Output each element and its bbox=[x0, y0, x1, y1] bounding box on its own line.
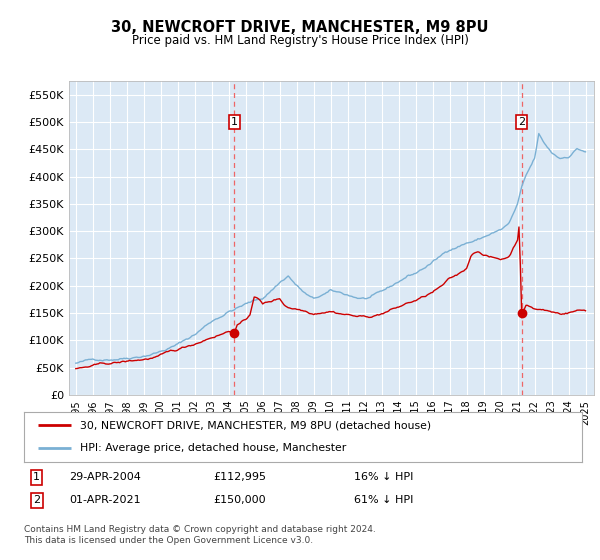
Text: 30, NEWCROFT DRIVE, MANCHESTER, M9 8PU (detached house): 30, NEWCROFT DRIVE, MANCHESTER, M9 8PU (… bbox=[80, 420, 431, 430]
Text: £150,000: £150,000 bbox=[213, 495, 266, 505]
Text: Price paid vs. HM Land Registry's House Price Index (HPI): Price paid vs. HM Land Registry's House … bbox=[131, 34, 469, 46]
Text: 1: 1 bbox=[231, 117, 238, 127]
Text: 16% ↓ HPI: 16% ↓ HPI bbox=[354, 472, 413, 482]
Text: 01-APR-2021: 01-APR-2021 bbox=[69, 495, 140, 505]
Text: £112,995: £112,995 bbox=[213, 472, 266, 482]
Text: HPI: Average price, detached house, Manchester: HPI: Average price, detached house, Manc… bbox=[80, 444, 346, 454]
Text: 2: 2 bbox=[33, 495, 40, 505]
Text: 2: 2 bbox=[518, 117, 526, 127]
Text: 30, NEWCROFT DRIVE, MANCHESTER, M9 8PU: 30, NEWCROFT DRIVE, MANCHESTER, M9 8PU bbox=[111, 20, 489, 35]
Text: 61% ↓ HPI: 61% ↓ HPI bbox=[354, 495, 413, 505]
Text: 29-APR-2004: 29-APR-2004 bbox=[69, 472, 141, 482]
Text: 1: 1 bbox=[33, 472, 40, 482]
Text: Contains HM Land Registry data © Crown copyright and database right 2024.
This d: Contains HM Land Registry data © Crown c… bbox=[24, 525, 376, 545]
